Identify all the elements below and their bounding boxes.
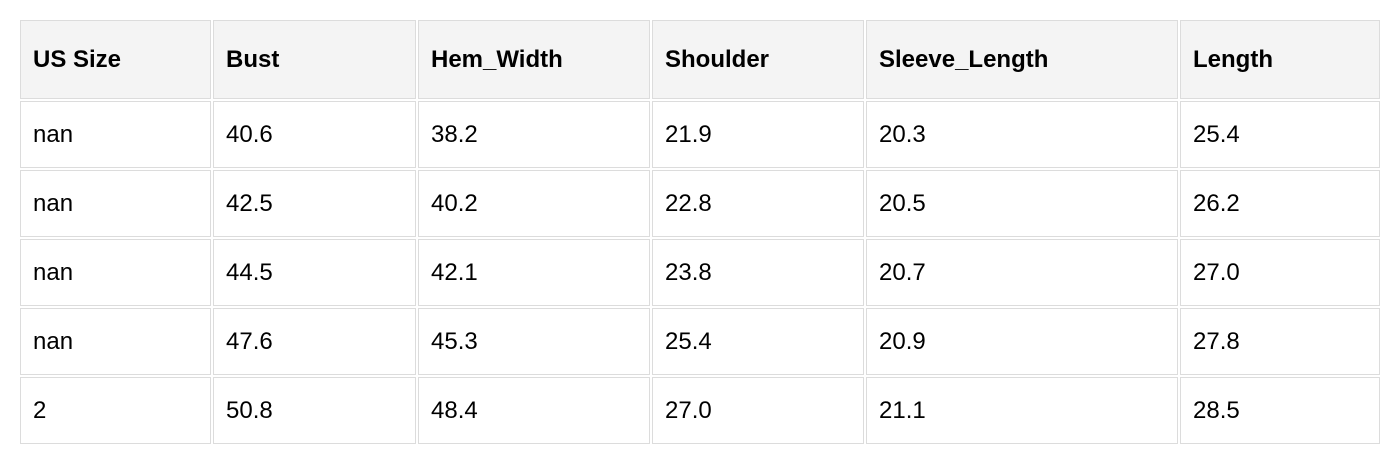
table-cell: 22.8 <box>652 170 864 237</box>
table-cell: 45.3 <box>418 308 650 375</box>
table-cell: 2 <box>20 377 211 444</box>
table-cell: nan <box>20 239 211 306</box>
table-cell: nan <box>20 170 211 237</box>
column-header: US Size <box>20 20 211 99</box>
table-cell: 20.7 <box>866 239 1178 306</box>
table-cell: 20.3 <box>866 101 1178 168</box>
table-cell: 27.0 <box>652 377 864 444</box>
column-header: Hem_Width <box>418 20 650 99</box>
table-row: nan 44.5 42.1 23.8 20.7 27.0 <box>20 239 1380 306</box>
table-cell: 27.8 <box>1180 308 1380 375</box>
table-cell: 25.4 <box>652 308 864 375</box>
table-cell: 23.8 <box>652 239 864 306</box>
table-cell: 27.0 <box>1180 239 1380 306</box>
table-cell: 20.9 <box>866 308 1178 375</box>
table-cell: 26.2 <box>1180 170 1380 237</box>
table-row: nan 40.6 38.2 21.9 20.3 25.4 <box>20 101 1380 168</box>
table-cell: 47.6 <box>213 308 416 375</box>
table-cell: 50.8 <box>213 377 416 444</box>
table-row: nan 42.5 40.2 22.8 20.5 26.2 <box>20 170 1380 237</box>
table-cell: 42.1 <box>418 239 650 306</box>
table-cell: 38.2 <box>418 101 650 168</box>
table-cell: 28.5 <box>1180 377 1380 444</box>
table-cell: 21.9 <box>652 101 864 168</box>
column-header: Length <box>1180 20 1380 99</box>
column-header: Bust <box>213 20 416 99</box>
table-cell: 21.1 <box>866 377 1178 444</box>
column-header: Sleeve_Length <box>866 20 1178 99</box>
table-cell: 40.2 <box>418 170 650 237</box>
column-header: Shoulder <box>652 20 864 99</box>
table-cell: nan <box>20 101 211 168</box>
table-cell: nan <box>20 308 211 375</box>
table-cell: 42.5 <box>213 170 416 237</box>
table-cell: 40.6 <box>213 101 416 168</box>
table-row: nan 47.6 45.3 25.4 20.9 27.8 <box>20 308 1380 375</box>
table-cell: 48.4 <box>418 377 650 444</box>
header-row: US Size Bust Hem_Width Shoulder Sleeve_Lengt… <box>20 20 1380 99</box>
table-row: 2 50.8 48.4 27.0 21.1 28.5 <box>20 377 1380 444</box>
size-chart-table: US Size Bust Hem_Width Shoulder Sleeve_Lengt… <box>18 18 1382 446</box>
table-cell: 44.5 <box>213 239 416 306</box>
table-cell: 20.5 <box>866 170 1178 237</box>
table-cell: 25.4 <box>1180 101 1380 168</box>
